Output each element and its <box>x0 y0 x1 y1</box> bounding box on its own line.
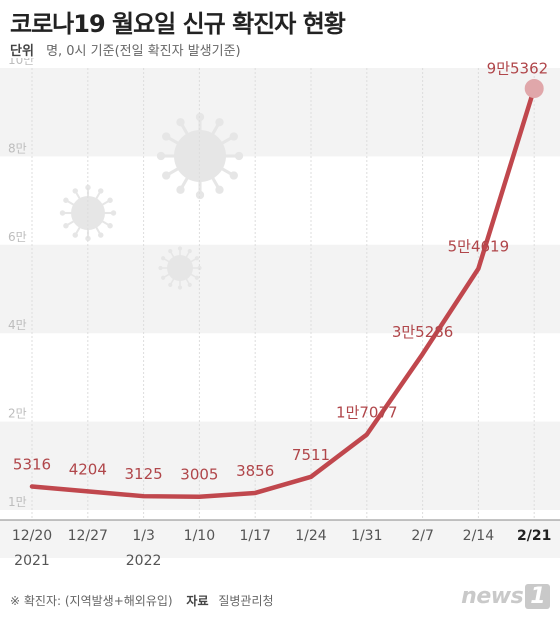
x-year-label: 2021 <box>14 553 50 569</box>
y-tick-label: 8만 <box>8 141 27 155</box>
y-tick-label: 2만 <box>8 407 27 421</box>
news1-logo: news 1 <box>461 584 550 609</box>
x-tick-label: 1/3 <box>132 528 155 544</box>
x-tick-label: 12/27 <box>68 528 108 544</box>
y-tick-label: 6만 <box>8 230 27 244</box>
logo-text: news <box>461 584 524 609</box>
source-label: 자료 <box>186 594 209 608</box>
grid-band <box>0 244 560 334</box>
footnote: ※ 확진자: (지역발생+해외유입) <box>10 594 173 608</box>
x-tick-label: 12/20 <box>12 528 52 544</box>
data-label: 3005 <box>180 466 218 484</box>
source-name: 질병관리청 <box>218 594 274 608</box>
data-label: 3856 <box>236 462 274 480</box>
data-label: 5만4619 <box>448 238 510 256</box>
data-label: 5316 <box>13 456 51 474</box>
x-tick-label: 1/31 <box>351 528 382 544</box>
data-label: 7511 <box>292 446 330 464</box>
x-axis-band <box>0 520 560 558</box>
y-tick-label: 1만 <box>8 495 27 509</box>
data-label: 4204 <box>69 460 107 478</box>
data-label: 3만5286 <box>392 323 454 341</box>
logo-badge: 1 <box>525 584 550 609</box>
unit-text: 명, 0시 기준(전일 확진자 발생기준) <box>46 44 241 59</box>
chart-title: 코로나19 월요일 신규 확진자 현황 <box>10 10 346 38</box>
grid-band <box>0 68 560 157</box>
unit-row: 단위 명, 0시 기준(전일 확진자 발생기준) <box>10 40 241 59</box>
line-chart: 10만 8만 6만 4만 2만 1만 12/20 12/27 1/3 1/10 1/17 1/24 1/… <box>0 58 560 569</box>
virus-icon <box>158 246 202 290</box>
x-tick-label: 2/14 <box>463 528 495 544</box>
x-tick-label: 1/17 <box>239 528 270 544</box>
y-tick-label: 10만 <box>8 58 34 67</box>
virus-icon <box>156 112 244 200</box>
footer: ※ 확진자: (지역발생+해외유입) 자료 질병관리청 <box>10 592 274 609</box>
data-point <box>524 78 544 98</box>
x-tick-label: 2/7 <box>411 528 434 544</box>
unit-label: 단위 <box>10 44 34 59</box>
x-tick-label: 1/24 <box>295 528 327 544</box>
series-line <box>29 86 537 499</box>
x-year-label: 2022 <box>126 553 162 569</box>
x-tick-label: 1/10 <box>184 528 215 544</box>
data-label: 9만5362 <box>487 59 549 77</box>
data-label: 1만7077 <box>336 404 398 422</box>
y-tick-label: 4만 <box>8 318 27 332</box>
data-label: 3125 <box>125 465 163 483</box>
x-tick-label: 2/21 <box>517 528 551 544</box>
grid-band <box>0 421 560 510</box>
